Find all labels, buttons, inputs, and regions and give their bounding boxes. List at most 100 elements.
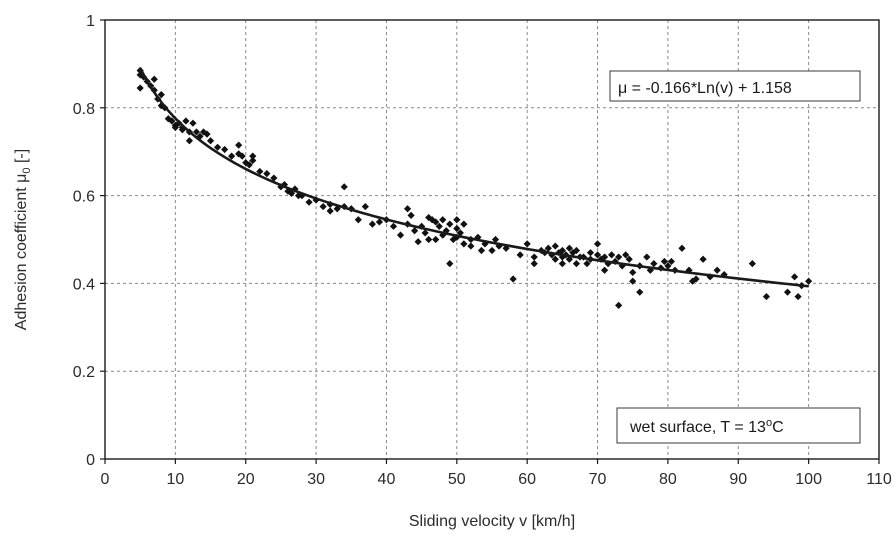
data-point	[699, 255, 707, 263]
y-axis-title-subscript: 0	[21, 167, 33, 173]
data-point	[375, 218, 384, 226]
data-point	[572, 260, 581, 268]
x-tick-label: 50	[448, 471, 466, 488]
data-point	[558, 246, 566, 255]
data-point	[593, 251, 602, 259]
data-point	[439, 216, 447, 224]
data-point	[389, 222, 398, 230]
plot-area-frame	[104, 19, 880, 460]
equation-box	[609, 70, 861, 102]
data-point	[256, 167, 264, 176]
data-point	[168, 117, 176, 125]
y-axis-title-main: Adhesion coefficient μ	[13, 174, 30, 331]
y-tick-label: 0.8	[73, 101, 95, 118]
data-point	[403, 205, 412, 213]
x-tick-label: 0	[101, 471, 110, 488]
data-point	[713, 266, 721, 274]
data-point	[467, 242, 475, 250]
data-point	[636, 288, 644, 296]
data-point	[551, 242, 559, 250]
data-point	[646, 266, 654, 274]
data-point	[213, 143, 222, 151]
data-point	[509, 275, 517, 283]
data-point	[625, 255, 633, 263]
x-tick-label: 100	[795, 471, 822, 488]
data-point	[748, 260, 756, 268]
data-point	[692, 275, 700, 283]
condition-box	[616, 407, 861, 444]
data-point	[783, 288, 792, 296]
data-point	[439, 231, 447, 239]
x-tick-label: 110	[866, 471, 892, 488]
data-point	[414, 238, 422, 246]
data-point	[488, 246, 496, 255]
data-point	[678, 244, 686, 252]
data-point	[432, 218, 440, 226]
trendline-equation: μ = -0.166*Ln(v) + 1.158	[618, 80, 792, 97]
data-point	[396, 231, 405, 239]
data-point	[456, 229, 464, 237]
data-point	[593, 240, 602, 248]
data-point	[340, 183, 348, 191]
trendline	[139, 67, 809, 288]
x-tick-label: 10	[166, 471, 184, 488]
data-point	[319, 202, 327, 211]
data-point	[446, 260, 454, 268]
data-point	[277, 183, 285, 191]
y-axis-title: Adhesion coefficient μ0 [-]	[13, 149, 33, 330]
data-point	[228, 152, 236, 160]
x-tick-label: 20	[237, 471, 255, 488]
data-point	[453, 224, 461, 233]
data-point	[249, 156, 257, 165]
data-point	[245, 161, 253, 169]
data-point	[442, 227, 450, 235]
data-point	[446, 220, 454, 228]
data-point	[368, 220, 376, 228]
data-point	[312, 196, 320, 204]
data-point	[185, 137, 194, 145]
data-point	[354, 216, 362, 224]
data-point	[600, 266, 609, 274]
data-point	[622, 251, 630, 259]
condition-label-prefix: wet surface, T = 13	[629, 419, 766, 436]
data-point	[477, 246, 486, 255]
data-point	[530, 253, 538, 261]
data-point	[523, 240, 531, 248]
data-point	[643, 253, 651, 261]
data-point	[530, 260, 538, 268]
data-point	[326, 207, 334, 215]
data-point	[270, 174, 278, 182]
condition-label-degree: o	[766, 417, 772, 429]
data-point	[629, 277, 637, 285]
axis-ticks: 0 10 20 30 40 50 60 70 80 90 100 110 0 0.2 0.4 0.6 0.8 1	[73, 13, 892, 488]
data-point	[618, 262, 626, 270]
data-point	[287, 189, 296, 198]
data-point	[805, 277, 813, 285]
condition-label-unit: C	[772, 419, 784, 436]
data-point	[182, 117, 190, 125]
data-point	[361, 202, 369, 211]
x-tick-label: 70	[589, 471, 607, 488]
data-point	[157, 91, 165, 99]
data-point	[421, 229, 429, 237]
data-point	[407, 211, 415, 219]
y-tick-label: 1	[86, 13, 95, 30]
data-point	[150, 75, 158, 83]
condition-label: wet surface, T = 13oC	[629, 417, 784, 436]
data-point	[136, 84, 144, 92]
x-axis-title: Sliding velocity v [km/h]	[409, 513, 575, 530]
data-point	[435, 222, 443, 230]
data-point	[263, 170, 271, 178]
data-point	[453, 216, 461, 224]
data-point	[305, 198, 313, 206]
data-point	[667, 257, 676, 266]
data-point	[432, 235, 440, 244]
data-point	[189, 119, 197, 127]
y-tick-label: 0.4	[73, 276, 95, 293]
x-tick-label: 90	[729, 471, 747, 488]
data-point	[502, 244, 510, 252]
data-point	[491, 235, 500, 244]
data-point	[516, 251, 524, 259]
x-tick-label: 60	[518, 471, 536, 488]
